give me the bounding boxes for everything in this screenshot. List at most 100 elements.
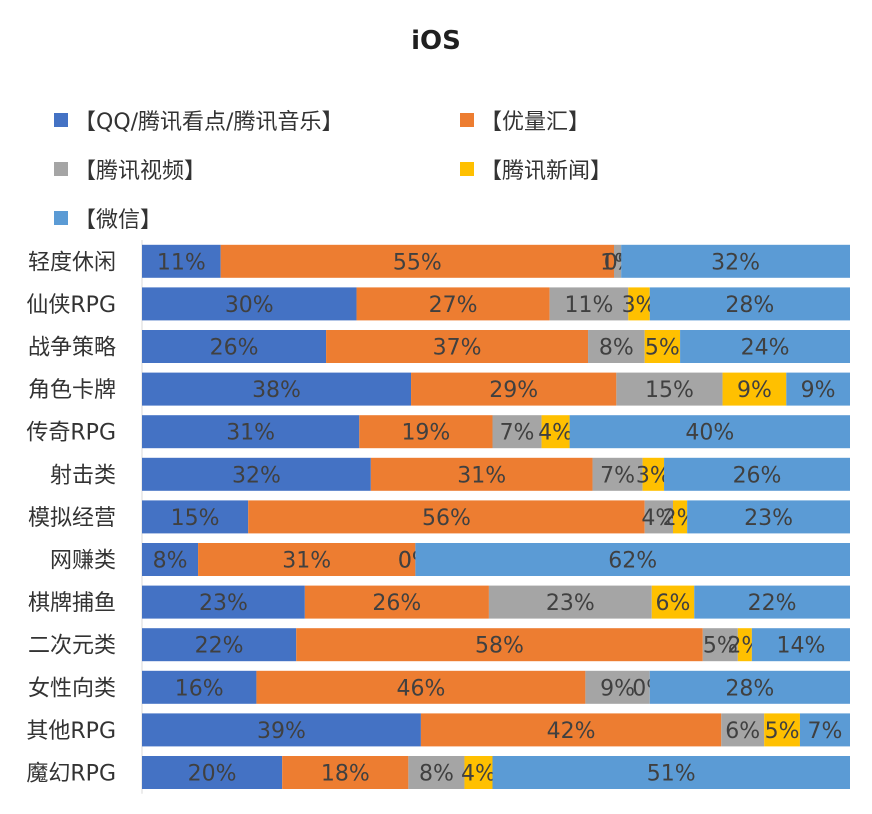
data-label: 55% [393, 250, 442, 275]
data-label: 11% [157, 250, 206, 275]
data-label: 14% [776, 634, 825, 659]
category-label: 仙侠RPG [26, 293, 116, 318]
data-label: 8% [153, 549, 188, 574]
data-label: 31% [226, 421, 275, 446]
bar-segment [649, 287, 850, 321]
legend-swatch [460, 113, 474, 127]
bar-segment [549, 287, 629, 321]
data-label: 23% [744, 506, 793, 531]
legend-swatch [54, 211, 68, 225]
bar-segment [411, 372, 617, 406]
category-label: 战争策略 [28, 336, 116, 361]
bar-segment [326, 330, 589, 363]
bar-segment [142, 244, 221, 278]
category-label: 魔幻RPG [26, 762, 116, 787]
bar-segment [687, 500, 850, 534]
category-label: 轻度休闲 [28, 250, 116, 275]
data-label: 31% [282, 549, 331, 574]
bar-segment [356, 287, 550, 321]
category-label: 角色卡牌 [28, 378, 116, 403]
data-label: 9% [737, 378, 772, 403]
bar-segment [680, 330, 850, 363]
data-label: 46% [396, 676, 445, 701]
legend-item-wechat: 【微信】 [54, 202, 162, 234]
category-label: 传奇RPG [26, 421, 116, 446]
data-label: 23% [199, 591, 248, 616]
data-label: 30% [225, 293, 274, 318]
bar-segment [614, 244, 622, 278]
bar-segment [592, 457, 643, 491]
chart-title: iOS [411, 26, 461, 56]
bar-segment [702, 628, 738, 662]
data-label: 26% [372, 591, 421, 616]
category-label: 女性向类 [28, 676, 116, 701]
data-label: 42% [547, 719, 596, 744]
data-label: 15% [171, 506, 220, 531]
data-label: 4% [641, 506, 676, 531]
data-label: 8% [599, 336, 634, 361]
data-label: 5% [645, 336, 680, 361]
category-label: 其他RPG [26, 719, 116, 744]
bar-segment [248, 500, 645, 534]
data-label: 9% [600, 676, 635, 701]
data-label: 31% [457, 463, 506, 488]
bar-segment [644, 330, 681, 363]
data-label: 58% [475, 634, 524, 659]
bar-segment [649, 670, 850, 704]
bar-segment [370, 457, 593, 491]
data-label: 22% [195, 634, 244, 659]
data-label: 4% [461, 762, 496, 787]
legend-swatch [54, 162, 68, 176]
legend-label: 【腾讯新闻】 [480, 159, 613, 184]
bar-segment [541, 415, 570, 449]
legend-swatch [460, 162, 474, 176]
data-label: 8% [419, 762, 454, 787]
legend-label: 【腾讯视频】 [74, 159, 207, 184]
bar-segment [664, 457, 850, 491]
bar-segment [296, 628, 703, 662]
legend-swatch [54, 113, 68, 127]
bar-segment [256, 670, 586, 704]
bar-segment [642, 457, 665, 491]
data-label: 24% [741, 336, 790, 361]
category-label: 模拟经营 [28, 506, 116, 531]
bar-segment [786, 372, 850, 406]
bar-segment [142, 372, 412, 406]
bar-segment [673, 500, 688, 534]
bar-segment [764, 713, 800, 747]
bar-segment [359, 415, 493, 449]
data-label: 56% [422, 506, 471, 531]
legend-label: 【QQ/腾讯看点/腾讯音乐】 [74, 110, 344, 135]
data-label: 51% [647, 762, 696, 787]
data-label: 37% [433, 336, 482, 361]
legend-label: 【微信】 [74, 208, 163, 233]
data-label: 6% [725, 719, 760, 744]
data-label: 39% [257, 719, 306, 744]
data-label: 32% [711, 250, 760, 275]
data-label: 7% [600, 463, 635, 488]
bar-segment [588, 330, 645, 363]
data-label: 28% [725, 293, 774, 318]
data-label: 22% [748, 591, 797, 616]
bar-segment [142, 415, 360, 449]
bar-segment [142, 330, 327, 363]
bar-segment [616, 372, 723, 406]
bar-segment [737, 628, 752, 662]
bar-segment [142, 713, 421, 747]
bar-segment [142, 457, 371, 491]
bar-segment [488, 585, 652, 619]
data-label: 23% [546, 591, 595, 616]
bar-segment [142, 756, 283, 789]
data-label: 7% [808, 719, 843, 744]
legend-label: 【优量汇】 [480, 110, 591, 135]
bar-segment [721, 713, 765, 747]
data-label: 11% [565, 293, 614, 318]
bar-segment [142, 585, 305, 619]
data-label: 7% [500, 421, 535, 446]
bar-segment [569, 415, 850, 449]
bar-segment [142, 500, 249, 534]
bar-segment [799, 713, 850, 747]
data-label: 29% [489, 378, 538, 403]
data-label: 4% [538, 421, 573, 446]
bar-segment [644, 500, 673, 534]
